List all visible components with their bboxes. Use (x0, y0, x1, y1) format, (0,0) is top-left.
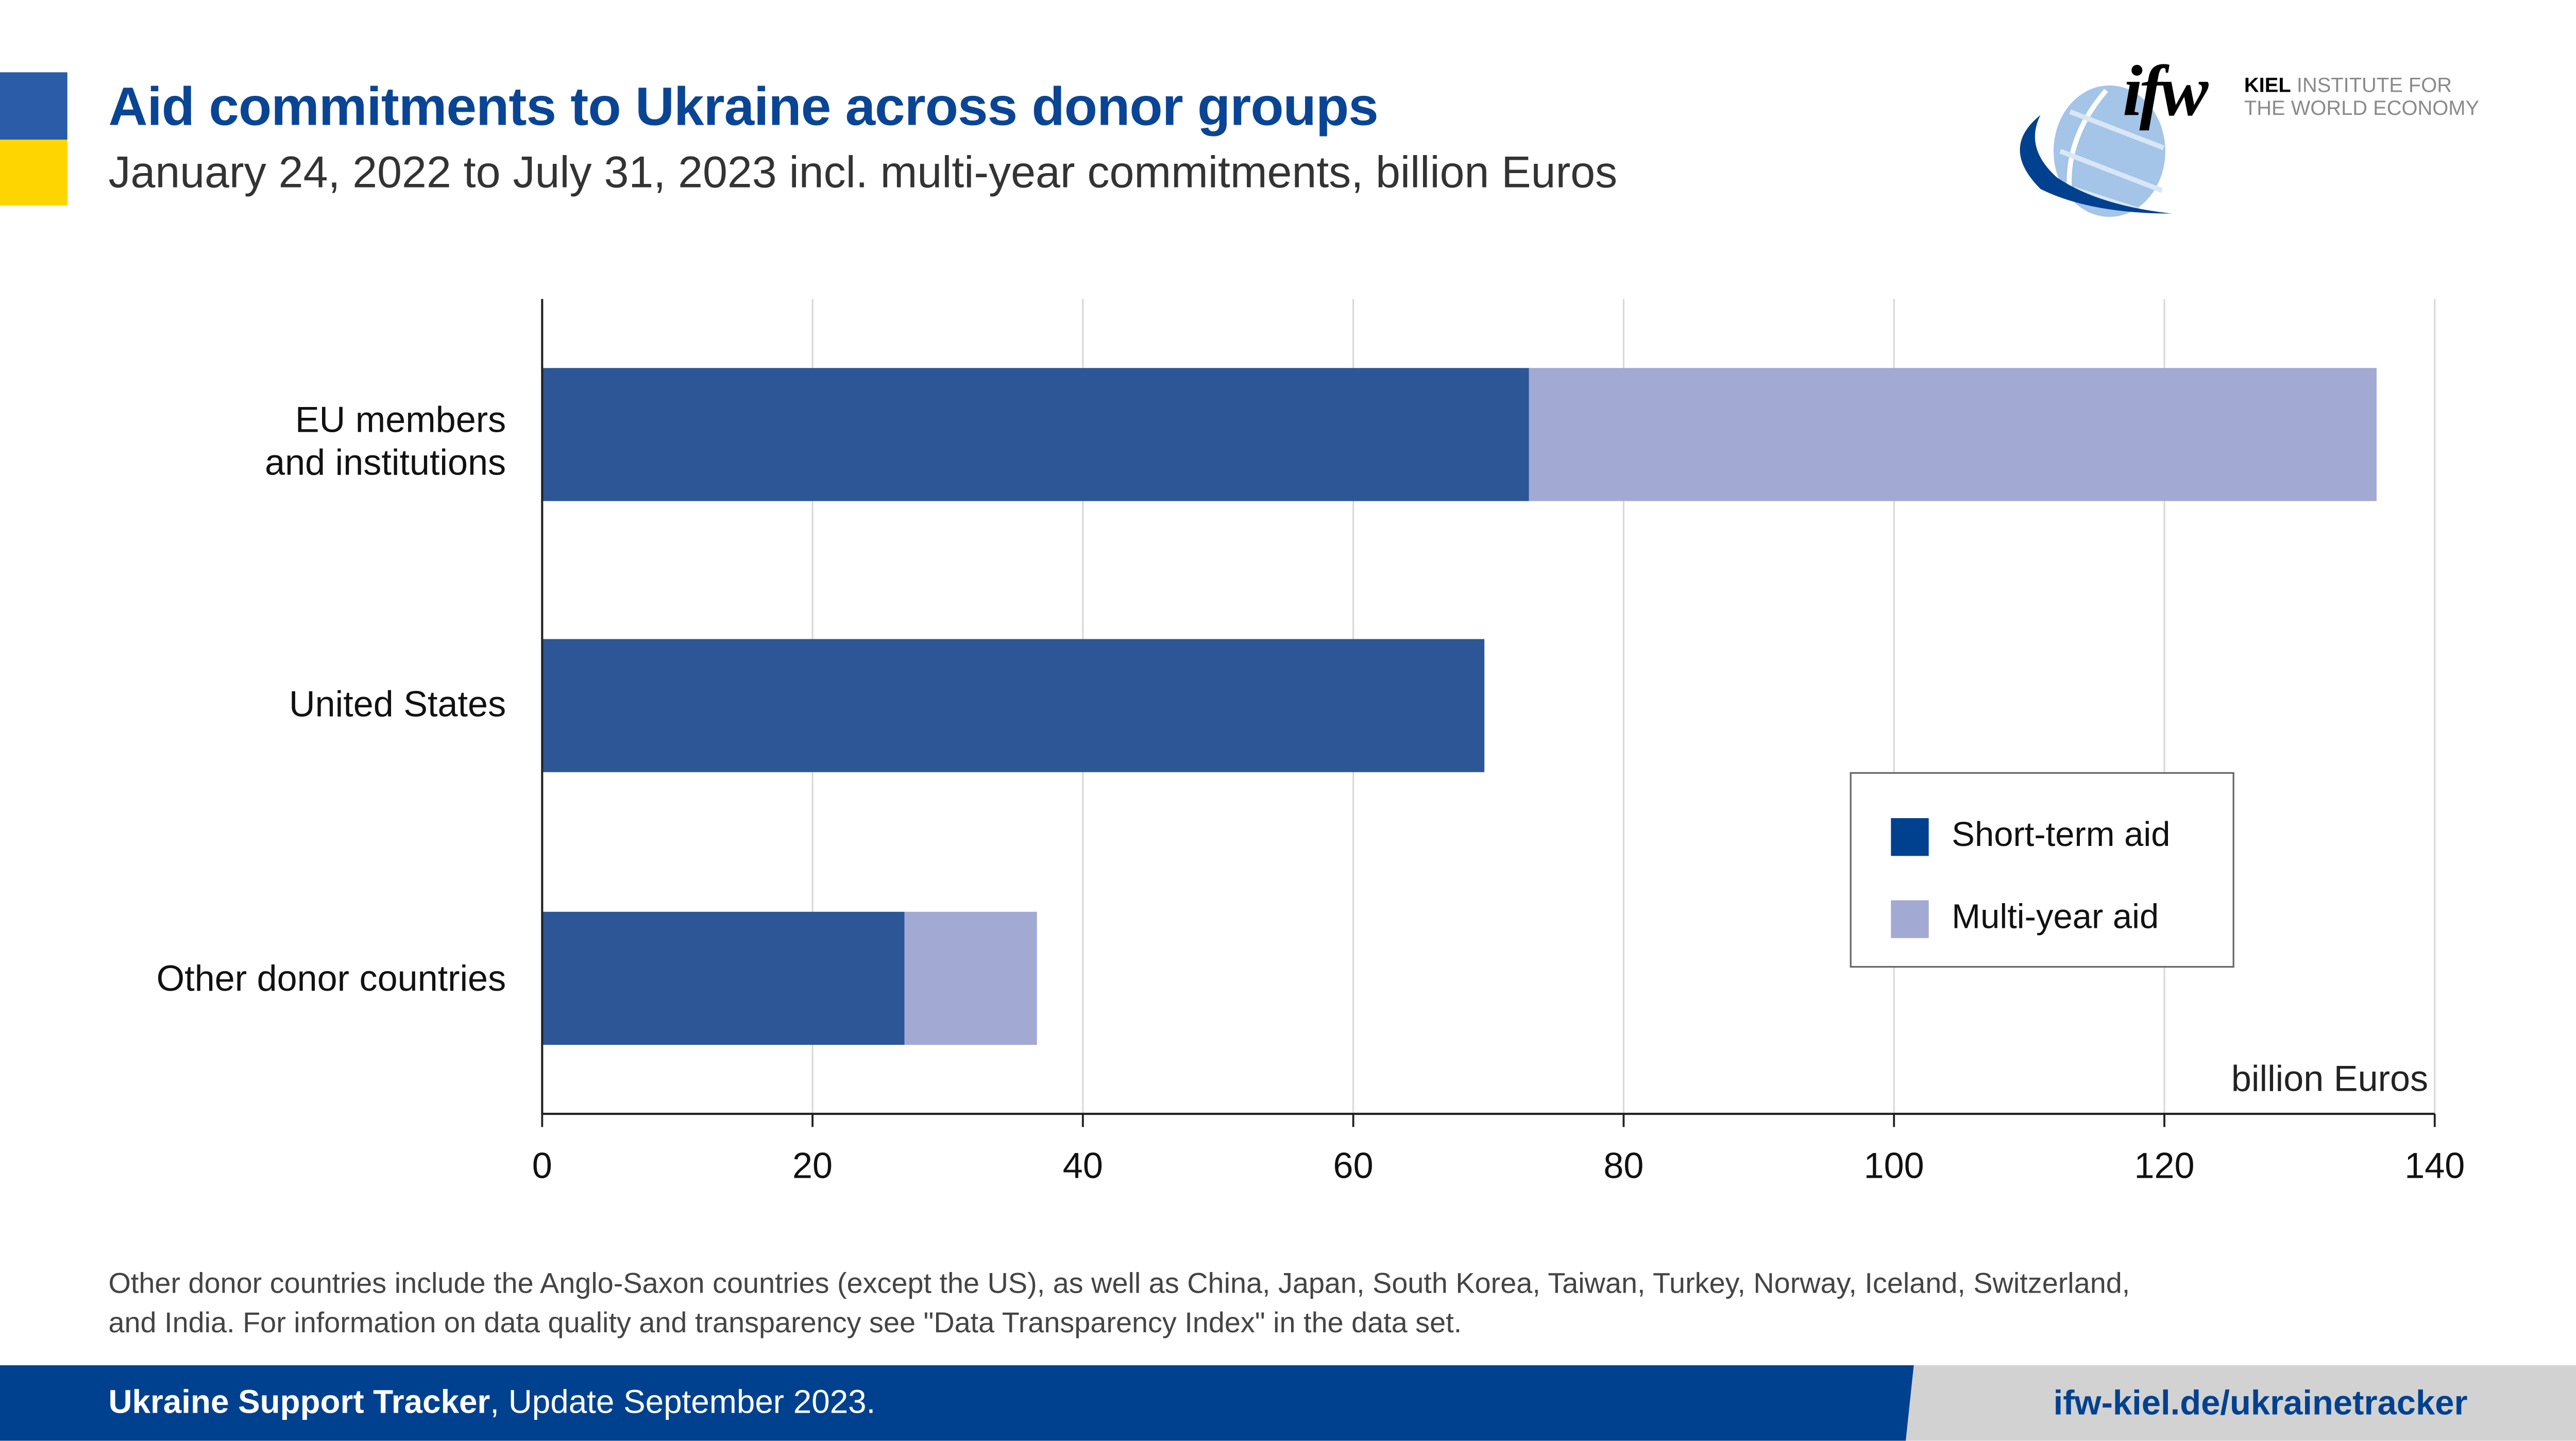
chart-subtitle: January 24, 2022 to July 31, 2023 incl. … (108, 147, 1618, 197)
category-label-eu: EU members and institutions (265, 399, 506, 483)
bar-multi-year (1529, 368, 2377, 501)
bar-short-term (542, 639, 1485, 772)
legend-item-multi-year: Multi-year aid (1891, 898, 2159, 938)
bar-multi-year (904, 911, 1037, 1045)
bar-short-term (542, 911, 905, 1045)
category-label-other: Other donor countries (156, 958, 506, 999)
x-tick-label: 40 (1062, 1145, 1103, 1186)
legend-swatch-short-term (1891, 817, 1929, 855)
x-tick-label: 80 (1603, 1145, 1644, 1186)
legend-swatch-multi-year (1891, 899, 1929, 938)
chart-title: Aid commitments to Ukraine across donor … (108, 75, 1378, 137)
ifw-logo: ifw KIEL INSTITUTE FOR THE WORLD ECONOMY (2008, 49, 2484, 222)
category-label-us: United States (289, 683, 506, 725)
x-tick-label: 140 (2404, 1145, 2465, 1186)
globe-logo-icon (2020, 85, 2172, 217)
legend-item-short-term: Short-term aid (1891, 817, 2171, 856)
x-tick-label: 120 (2134, 1145, 2195, 1186)
x-axis-unit-label: billion Euros (2231, 1058, 2429, 1099)
x-tick-label: 100 (1863, 1145, 1924, 1186)
x-tick-label: 0 (532, 1145, 552, 1186)
x-tick-label: 20 (792, 1145, 833, 1186)
bar-short-term (542, 368, 1529, 501)
x-tick-label: 60 (1333, 1145, 1374, 1186)
logo-text: KIEL INSTITUTE FOR THE WORLD ECONOMY (2244, 74, 2480, 120)
footer-text: Ukraine Support Tracker, Update Septembe… (108, 1385, 876, 1421)
flag-blue (0, 72, 67, 140)
legend: Short-term aid Multi-year aid (1850, 772, 2234, 968)
logo-ifw-mark: ifw (2122, 50, 2209, 132)
footer-link[interactable]: ifw-kiel.de/ukrainetracker (2053, 1385, 2468, 1423)
flag-yellow (0, 140, 67, 206)
footer-bar (0, 1365, 1939, 1441)
footer-link-bar (1906, 1365, 2576, 1441)
footnote: Other donor countries include the Anglo-… (108, 1266, 2130, 1338)
